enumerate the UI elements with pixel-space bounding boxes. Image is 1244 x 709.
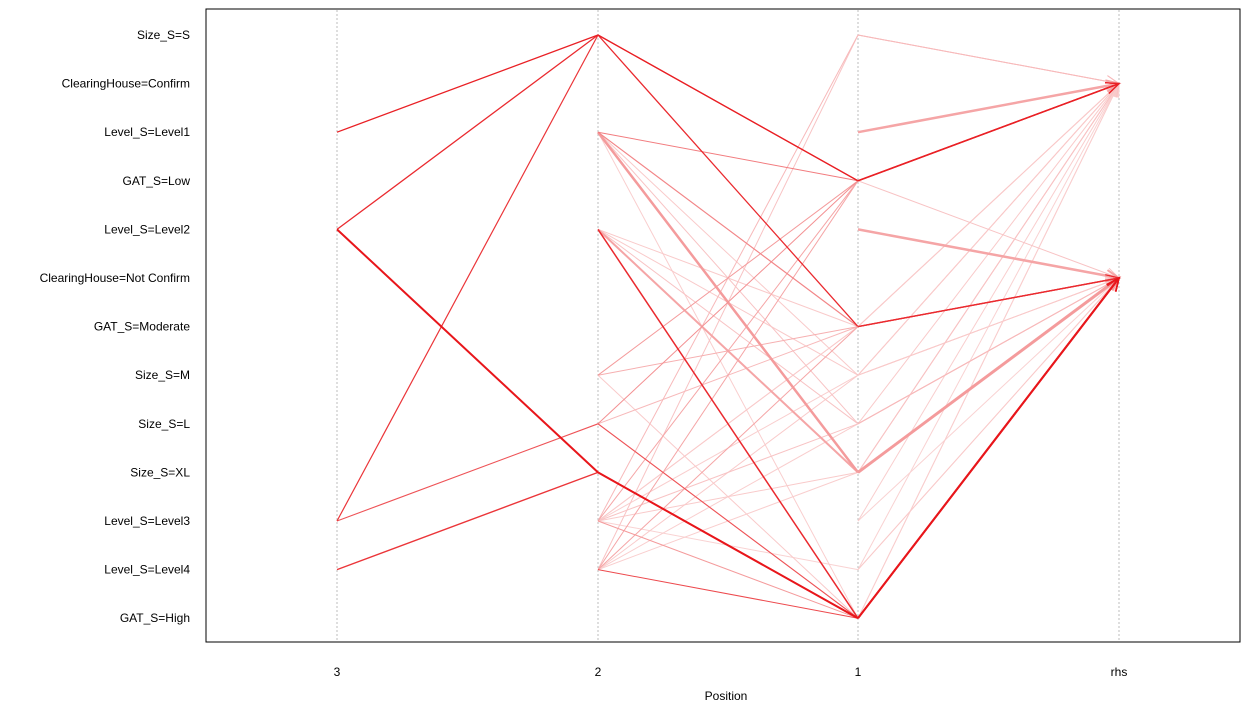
y-tick-label: ClearingHouse=Not Confirm [40, 271, 190, 285]
rule-line [597, 131, 859, 182]
x-tick-labels: 3 2 1 rhs [334, 665, 1128, 679]
y-tick-label: Level_S=Level1 [104, 125, 190, 139]
x-tick-label: rhs [1111, 665, 1128, 679]
rule-line [597, 180, 859, 376]
rule-arrowhead [1106, 276, 1121, 292]
rule-line [597, 180, 859, 522]
rule-line [597, 228, 859, 425]
rule-arrow-line [857, 180, 1120, 279]
y-tick-label: Level_S=Level3 [104, 514, 190, 528]
rule-arrow-line [857, 83, 1120, 327]
rule-arrows [857, 34, 1122, 619]
rule-line [336, 34, 859, 182]
y-tick-label: Size_S=M [135, 368, 190, 382]
rule-arrow-line [857, 34, 1120, 85]
rule-arrow-line [857, 83, 1120, 473]
rule-line [597, 374, 859, 619]
rule-line [597, 131, 859, 328]
y-tick-label: Size_S=S [137, 28, 190, 42]
x-axis-title: Position [705, 689, 748, 703]
y-tick-label: Level_S=Level2 [104, 222, 190, 236]
rule-line [597, 520, 859, 619]
y-tick-label: GAT_S=Low [123, 174, 191, 188]
x-tick-label: 3 [334, 665, 341, 679]
rule-lines [336, 34, 859, 620]
rule-arrow-line [857, 277, 1120, 425]
rule-line [597, 569, 859, 619]
rule-arrowhead [1104, 82, 1121, 94]
rule-line [597, 180, 859, 570]
y-tick-label: Level_S=Level4 [104, 563, 190, 577]
rule-arrow-line [857, 277, 1120, 376]
rule-line [597, 326, 859, 570]
x-tick-label: 2 [595, 665, 602, 679]
rule-arrow-line [857, 277, 1120, 570]
rule-line [336, 423, 859, 619]
rule-arrow-line [857, 277, 1120, 328]
y-tick-label: ClearingHouse=Confirm [62, 77, 190, 91]
y-tick-labels: Size_S=S ClearingHouse=Confirm Level_S=Lev… [40, 28, 191, 625]
y-tick-label: Size_S=XL [130, 465, 190, 479]
y-tick-label: GAT_S=Moderate [94, 320, 190, 334]
rule-arrow-line [857, 277, 1120, 619]
y-tick-label: Size_S=L [138, 417, 190, 431]
rule-arrow-line [857, 228, 1120, 280]
rule-line [336, 228, 859, 620]
rule-arrow-line [857, 82, 1120, 182]
y-tick-label: GAT_S=High [120, 611, 190, 625]
x-tick-label: 1 [855, 665, 862, 679]
rule-line [597, 228, 859, 619]
rule-arrow-line [857, 82, 1120, 134]
rule-arrow-line [857, 277, 1120, 522]
vertical-gridlines [336, 10, 1120, 641]
plot-frame [205, 8, 1241, 643]
rule-line [597, 180, 859, 425]
rule-arrow-line [857, 276, 1120, 474]
